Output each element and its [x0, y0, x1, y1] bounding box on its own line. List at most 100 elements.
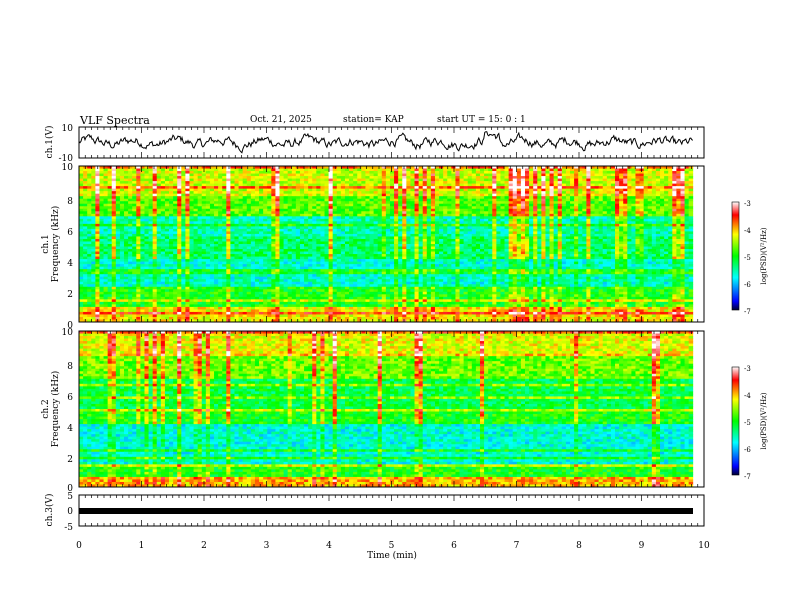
spec1-cell [496, 171, 500, 174]
spec1-cell [296, 234, 300, 237]
spec1-cell [443, 191, 447, 194]
spec1-cell [644, 196, 648, 199]
spec1-cell [87, 229, 91, 232]
spec1-cell [161, 229, 165, 232]
spec1-cell [595, 216, 599, 219]
spec1-cell [402, 239, 406, 242]
spec1-cell [345, 244, 349, 247]
spec1-cell [112, 181, 116, 184]
spec1-cell [480, 201, 484, 204]
spec1-cell [226, 216, 230, 219]
spec1-cell [279, 201, 283, 204]
spec1-cell [325, 229, 329, 232]
spec1-cell [582, 176, 586, 179]
spec1-cell [468, 201, 472, 204]
spec1-cell [296, 216, 300, 219]
spec1-cell [415, 171, 419, 174]
spec1-cell [595, 174, 599, 177]
spec1-cell [680, 199, 684, 202]
spec1-cell [251, 226, 255, 229]
spec1-cell [312, 241, 316, 244]
spec1-cell [541, 234, 545, 237]
spec1-cell [104, 184, 108, 187]
spec1-cell [398, 186, 402, 189]
spec1-cell [615, 209, 619, 212]
spec1-cell [136, 184, 140, 187]
spec1-cell [83, 231, 87, 234]
spec1-cell [423, 181, 427, 184]
spec1-cell [296, 171, 300, 174]
spec1-cell [108, 204, 112, 207]
spec1-cell [124, 169, 128, 172]
spec1-cell [382, 199, 386, 202]
spec1-cell [239, 204, 243, 207]
spec1-cell [685, 206, 689, 209]
spec1-cell [357, 219, 361, 222]
spec1-cell [284, 206, 288, 209]
spec1-cell [631, 226, 635, 229]
spec1-cell [341, 171, 345, 174]
spec1-cell [370, 231, 374, 234]
spec1-cell [644, 216, 648, 219]
spec1-cell [615, 191, 619, 194]
spec1-cell [623, 216, 627, 219]
spec1-cell [99, 189, 103, 192]
spec1-cell [194, 211, 198, 214]
spec1-cell [108, 186, 112, 189]
spec1-cell [562, 199, 566, 202]
spec1-cell [595, 229, 599, 232]
spec1-cell [325, 234, 329, 237]
spec1-cell [300, 219, 304, 222]
spec1-cell [226, 194, 230, 197]
spec1-cell [447, 244, 451, 247]
spec1-cell [234, 171, 238, 174]
spec1-cell [648, 211, 652, 214]
spec1-cell [480, 194, 484, 197]
spec1-cell [116, 186, 120, 189]
spec1-cell [521, 231, 525, 234]
spec1-cell [509, 247, 513, 250]
spec1-cell [267, 181, 271, 184]
spec1-cell [259, 194, 263, 197]
spec1-cell [648, 244, 652, 247]
spec1-cell [648, 221, 652, 224]
spec1-cell [157, 219, 161, 222]
spec1-cell [329, 221, 333, 224]
spec1-cell [406, 171, 410, 174]
spec1-cell [222, 236, 226, 239]
spec1-cell [578, 211, 582, 214]
spec1-cell [271, 204, 275, 207]
spec1-cell [271, 229, 275, 232]
spec1-cell [325, 199, 329, 202]
spec1-cell [361, 179, 365, 182]
spec1-cell [300, 221, 304, 224]
spec1-cell [541, 199, 545, 202]
spec1-cell [533, 184, 537, 187]
spec1-cell [590, 169, 594, 172]
spec1-cell [239, 211, 243, 214]
spec1-cell [128, 219, 132, 222]
spec1-cell [476, 201, 480, 204]
spec1-cell [447, 241, 451, 244]
spec1-cell [365, 171, 369, 174]
spec1-cell [140, 206, 144, 209]
spec1-cell [545, 194, 549, 197]
spec1-cell [500, 176, 504, 179]
spec1-cell [243, 201, 247, 204]
spec1-cell [108, 179, 112, 182]
spec1-cell [120, 229, 124, 232]
spec1-cell [357, 221, 361, 224]
spec1-cell [341, 196, 345, 199]
spec1-cell [607, 169, 611, 172]
spec1-cell [562, 201, 566, 204]
spec1-cell [136, 241, 140, 244]
spec1-cell [312, 199, 316, 202]
spec1-cell [431, 214, 435, 217]
spec1-cell [361, 181, 365, 184]
spec1-cell [419, 221, 423, 224]
spec1-cell [550, 194, 554, 197]
spec1-cell [496, 206, 500, 209]
spec1-cell [169, 234, 173, 237]
spec1-cell [431, 176, 435, 179]
spec1-cell [390, 181, 394, 184]
